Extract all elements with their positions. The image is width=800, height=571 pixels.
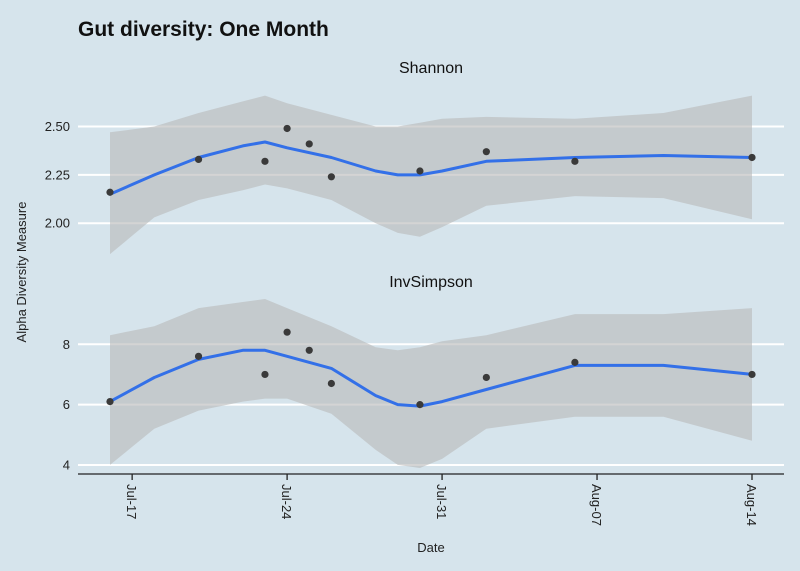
data-point [416,401,424,409]
x-tick-label: Jul-24 [279,484,294,519]
y-tick-label: 4 [63,457,70,472]
data-point [482,148,490,156]
y-tick-label: 2.00 [45,216,70,231]
x-axis-title: Date [417,540,444,555]
y-tick-label: 2.50 [45,119,70,134]
chart-title: Gut diversity: One Month [78,18,329,41]
data-point [327,173,335,181]
panel-shannon: 2.00 2.25 2.50 [45,95,784,255]
data-point [305,140,313,148]
x-tick-label: Jul-31 [434,484,449,519]
data-point [571,358,579,366]
data-point [194,352,203,360]
confidence-band [110,95,752,255]
smooth-line [108,348,754,408]
data-point [327,379,335,388]
y-axis-title: Alpha Diversity Measure [14,202,29,343]
smooth-line [108,140,754,196]
data-point [106,188,114,196]
data-point [482,373,490,382]
data-point [748,370,756,379]
data-point [283,124,291,133]
data-point [261,370,269,379]
facet-title-invsimpson: InvSimpson [389,274,473,291]
data-point [261,157,269,165]
data-point [305,346,313,354]
panel-invsimpson: 4 6 8 [63,299,784,472]
data-point [106,397,114,406]
facet-title-shannon: Shannon [399,60,463,77]
data-point [571,157,579,165]
data-point [283,328,291,336]
x-tick-label: Jul-17 [124,484,139,519]
data-point [416,167,424,175]
y-tick-label: 2.25 [45,167,70,182]
data-point [748,153,756,162]
x-tick-label: Aug-14 [744,484,759,526]
y-tick-label: 8 [63,337,70,352]
x-tick-label: Aug-07 [589,484,604,526]
x-axis: Jul-17 Jul-24 Jul-31 Aug-07 Aug-14 [124,474,759,526]
confidence-band [110,299,752,468]
data-point [194,155,203,163]
y-tick-label: 6 [63,397,70,412]
